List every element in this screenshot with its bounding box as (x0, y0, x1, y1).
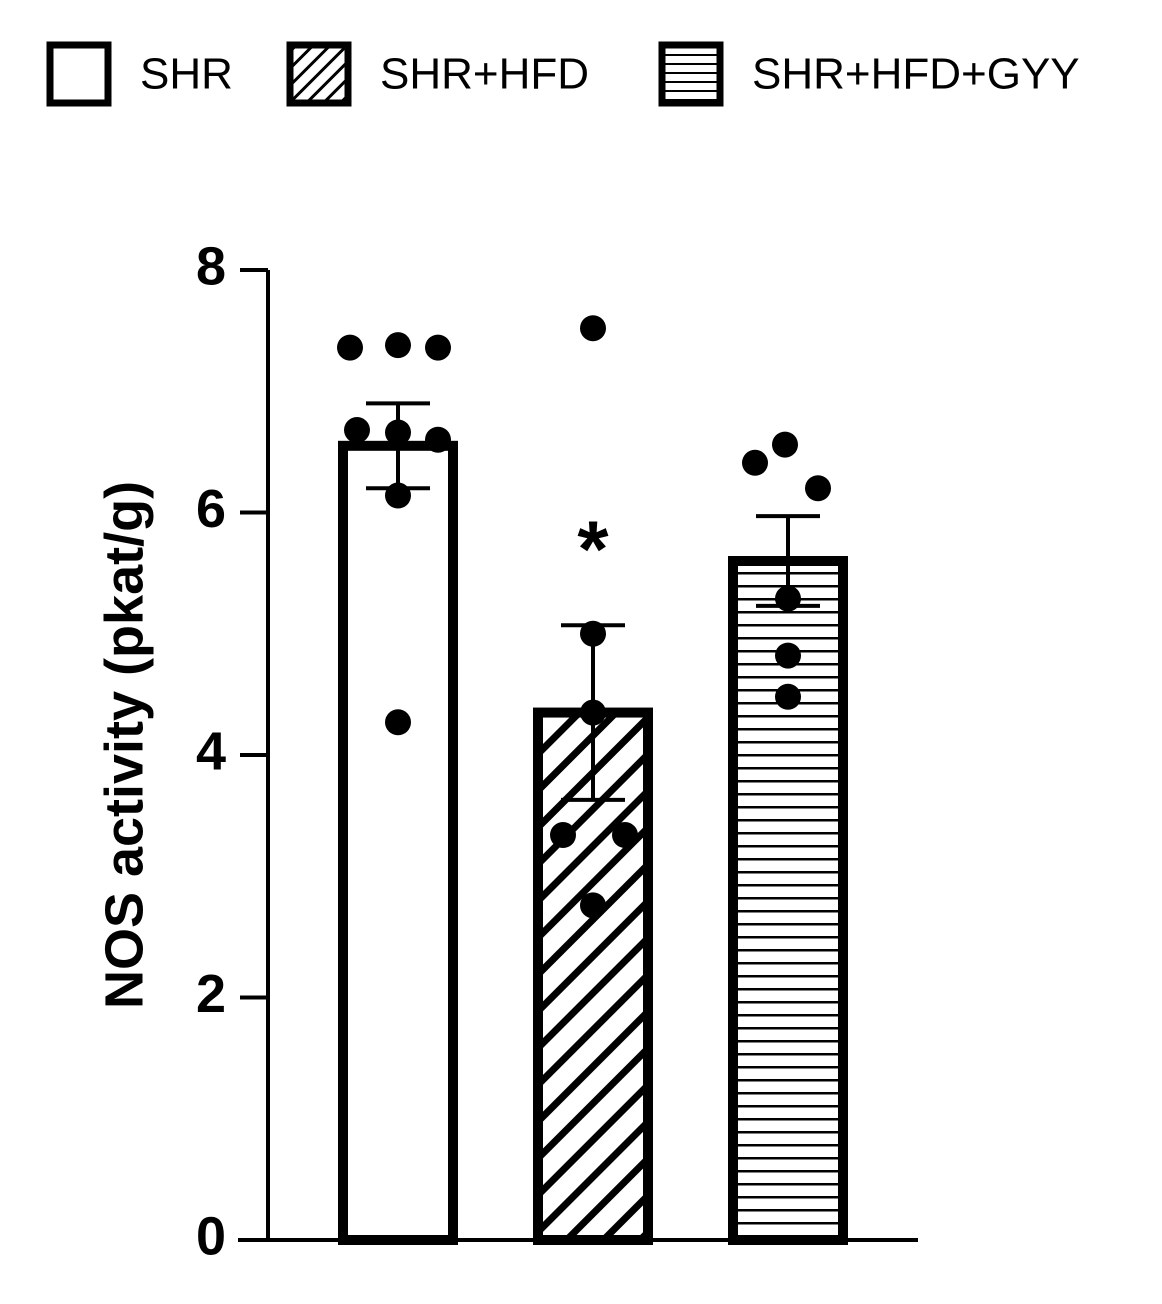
data-point (805, 475, 831, 502)
data-point (385, 332, 411, 359)
data-point (580, 315, 606, 342)
legend-swatch (658, 41, 724, 107)
data-point (425, 334, 451, 361)
data-point (550, 822, 576, 849)
legend-swatch (46, 41, 112, 107)
y-axis-label: NOS activity (pkat/g) (94, 481, 154, 1009)
data-point (775, 683, 801, 710)
data-point (580, 699, 606, 726)
data-point (775, 585, 801, 612)
y-tick-label: 0 (196, 1206, 226, 1266)
data-point (385, 419, 411, 446)
data-point (612, 822, 638, 849)
legend-label: SHR (140, 50, 233, 99)
significance-marker: * (577, 504, 609, 593)
y-tick-label: 8 (196, 236, 226, 296)
data-point (580, 620, 606, 647)
data-point (772, 431, 798, 458)
y-tick-label: 4 (196, 721, 226, 781)
data-point (580, 892, 606, 919)
data-point (425, 426, 451, 453)
y-tick-label: 2 (196, 964, 226, 1024)
data-point (775, 642, 801, 669)
legend-label: SHR+HFD (380, 50, 589, 99)
y-tick-label: 6 (196, 479, 226, 539)
data-point (742, 449, 768, 476)
legend-swatch (286, 41, 352, 107)
data-point (344, 417, 370, 444)
data-point (385, 482, 411, 509)
legend-label: SHR+HFD+GYY (752, 50, 1080, 99)
bar (338, 440, 458, 1245)
data-point (337, 334, 363, 361)
data-point (385, 709, 411, 736)
